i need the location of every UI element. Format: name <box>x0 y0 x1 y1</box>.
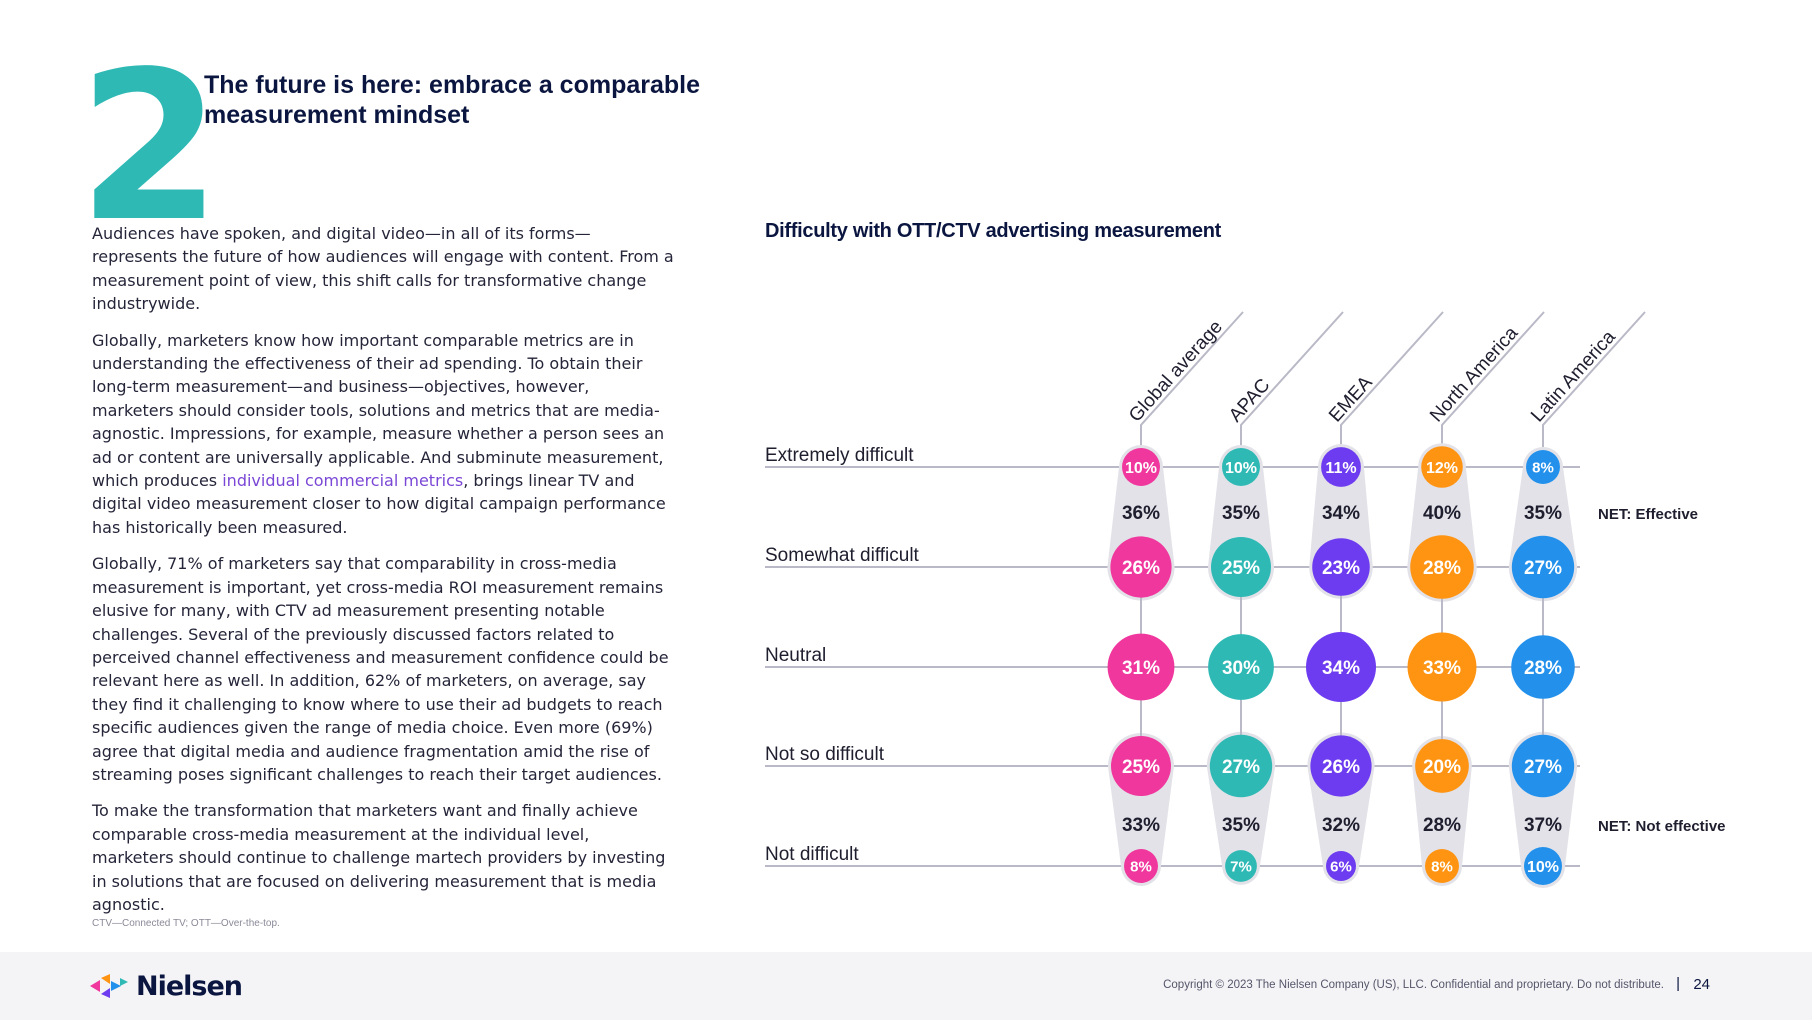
bubble-value-label: 26% <box>1122 558 1160 579</box>
bubble-value-label: 30% <box>1222 658 1260 679</box>
bubble-value-label: 8% <box>1130 858 1152 875</box>
paragraph-1: Audiences have spoken, and digital video… <box>92 224 674 314</box>
copyright-text: Copyright © 2023 The Nielsen Company (US… <box>1163 979 1664 991</box>
section-number: 2 <box>78 27 221 267</box>
category-label: Extremely difficult <box>765 445 914 466</box>
bubble <box>1526 450 1560 484</box>
column-header-line <box>1240 311 1344 447</box>
bubble <box>1415 739 1469 793</box>
bubble <box>1110 536 1172 598</box>
bubble <box>1225 850 1257 882</box>
net-not-effective-value: 28% <box>1423 815 1461 836</box>
bubble <box>1107 633 1175 701</box>
net-effective-value: 35% <box>1222 503 1260 524</box>
page-title: The future is here: embrace a comparable… <box>204 71 701 129</box>
bubble <box>1209 734 1273 798</box>
nielsen-logo[interactable]: Nielsen <box>90 966 243 1006</box>
bubble-value-label: 31% <box>1122 658 1160 679</box>
bubble <box>1321 447 1361 487</box>
bubble-value-label: 28% <box>1524 658 1562 679</box>
footer-separator: | <box>1676 975 1680 992</box>
bubble-value-label: 10% <box>1527 859 1559 876</box>
bubble-value-label: 7% <box>1230 858 1252 875</box>
column-label: EMEA <box>1325 372 1377 426</box>
footer: Nielsen Copyright © 2023 The Nielsen Com… <box>0 952 1812 1020</box>
net-effective-value: 35% <box>1524 503 1562 524</box>
bubble <box>1511 635 1575 699</box>
bubble <box>1425 849 1459 883</box>
bubble <box>1110 735 1172 797</box>
bubble-value-label: 33% <box>1423 658 1461 679</box>
bubble-value-label: 27% <box>1524 757 1562 778</box>
bubble <box>1312 538 1370 596</box>
bubble <box>1511 734 1575 798</box>
net-not-effective-value: 35% <box>1222 815 1260 836</box>
paragraph-3: Globally, 71% of marketers say that comp… <box>92 554 669 784</box>
bubble-value-label: 27% <box>1524 558 1562 579</box>
category-label: Not so difficult <box>765 744 885 765</box>
paragraph-4: To make the transformation that marketer… <box>92 801 666 914</box>
column-label: APAC <box>1225 375 1274 426</box>
net-effective-value: 34% <box>1322 503 1360 524</box>
net-effective-value: 36% <box>1122 503 1160 524</box>
chart-title: Difficulty with OTT/CTV advertising meas… <box>765 220 1221 242</box>
bubble <box>1326 851 1356 881</box>
bubble-value-label: 26% <box>1322 757 1360 778</box>
bubble-value-label: 11% <box>1325 460 1356 477</box>
bubble <box>1210 536 1272 598</box>
paragraph-2-end: , brings linear TV and digital video mea… <box>92 471 666 537</box>
net-effective-value: 40% <box>1423 503 1461 524</box>
bubble-value-label: 6% <box>1330 858 1352 875</box>
bubble-value-label: 8% <box>1431 858 1453 875</box>
column-header-line <box>1140 311 1244 447</box>
net-not-effective-label: NET: Not effective <box>1598 818 1726 835</box>
bubble-value-label: 10% <box>1225 460 1257 477</box>
column-header-line <box>1340 311 1444 447</box>
bubble-value-label: 34% <box>1322 658 1360 679</box>
paragraph-2-start: Globally, marketers know how important c… <box>92 330 665 491</box>
column-label: Global average <box>1125 317 1227 427</box>
body-text: Audiences have spoken, and digital video… <box>92 222 674 929</box>
paragraph-2: Globally, marketers know how important c… <box>92 329 674 540</box>
bubble-value-label: 25% <box>1122 757 1160 778</box>
bubble-value-label: 25% <box>1222 558 1260 579</box>
category-label: Neutral <box>765 645 826 666</box>
bubble <box>1122 448 1160 486</box>
page-number: 24 <box>1693 976 1710 993</box>
bubble <box>1306 632 1376 702</box>
column-header-line <box>1441 311 1545 447</box>
bubble <box>1410 535 1474 599</box>
bubble-value-label: 20% <box>1423 757 1461 778</box>
column-label: North America <box>1426 323 1522 427</box>
net-not-effective-value: 32% <box>1322 815 1360 836</box>
column-header-line <box>1542 311 1646 447</box>
net-not-effective-value: 33% <box>1122 815 1160 836</box>
bubble <box>1124 849 1158 883</box>
net-not-effective-value: 37% <box>1524 815 1562 836</box>
bubble <box>1222 448 1260 486</box>
bubble-value-label: 27% <box>1222 757 1260 778</box>
nielsen-logo-icon <box>90 974 128 998</box>
nielsen-logo-text: Nielsen <box>136 970 243 1002</box>
bubble <box>1511 535 1575 599</box>
column-label: Latin America <box>1527 326 1620 426</box>
bubble <box>1310 735 1372 797</box>
bubble-value-label: 23% <box>1322 558 1360 579</box>
bubble-value-label: 10% <box>1125 460 1157 477</box>
net-effective-label: NET: Effective <box>1598 506 1698 523</box>
bubble <box>1407 632 1477 702</box>
individual-commercial-metrics-link[interactable]: individual commercial metrics <box>222 471 464 491</box>
bubble-value-label: 12% <box>1426 460 1458 477</box>
bubble-matrix-chart: Extremely difficult Somewhat difficult Neu… <box>765 311 1726 888</box>
bubble-value-label: 28% <box>1423 558 1461 579</box>
bubble <box>1524 847 1562 885</box>
bubble <box>1421 446 1463 488</box>
category-label: Not difficult <box>765 844 859 865</box>
bubble-value-label: 8% <box>1532 459 1554 476</box>
category-label: Somewhat difficult <box>765 545 920 566</box>
bubble <box>1208 634 1274 700</box>
footnote: CTV—Connected TV; OTT—Over-the-top. <box>92 918 280 929</box>
